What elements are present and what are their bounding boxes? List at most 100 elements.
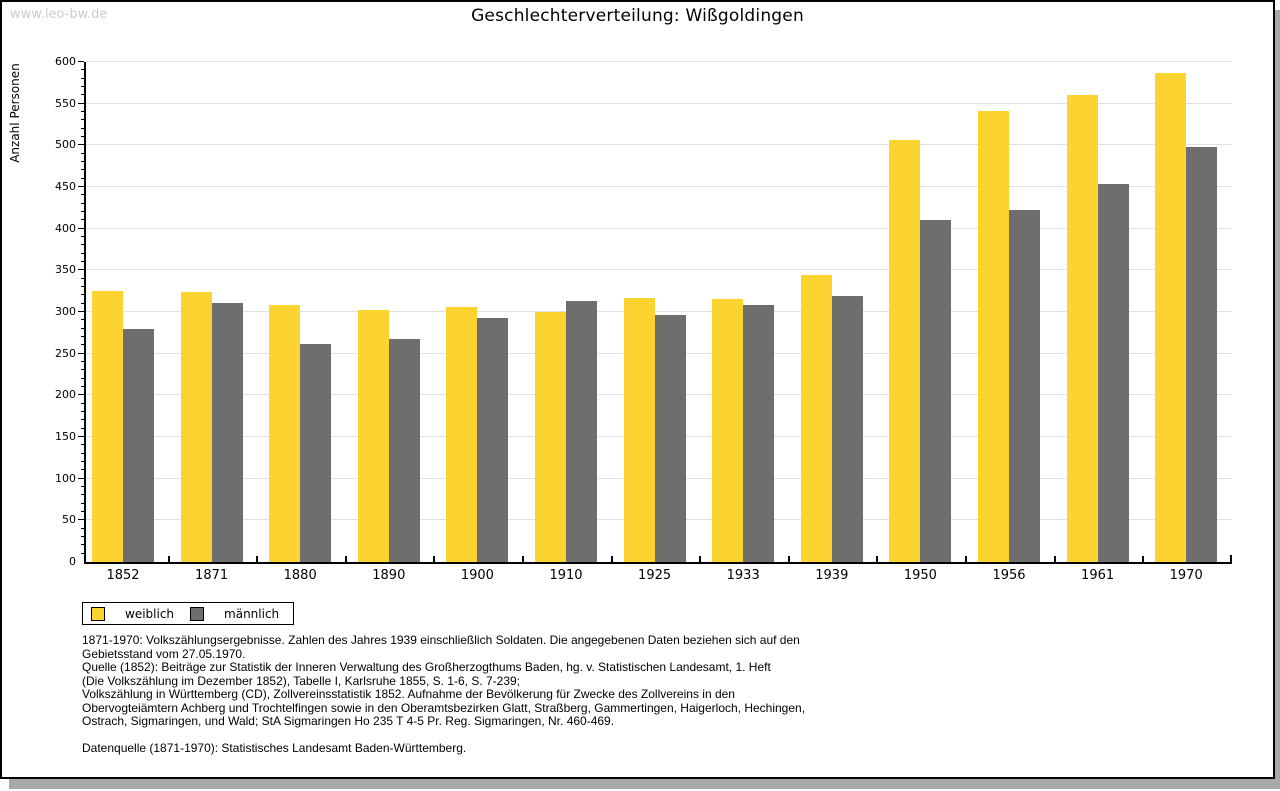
footer-line: Gebietsstand vom 27.05.1970. [82,646,246,661]
y-tick-210 [81,386,84,387]
x-tick-label-1925: 1925 [638,568,672,583]
bar-weiblich-1880 [269,305,301,562]
y-tick-560 [81,94,84,96]
bar-männlich-1910 [566,301,597,562]
y-tick-340 [81,277,84,279]
bar-männlich-1961 [1097,183,1129,562]
y-tick-10 [81,552,84,554]
y-tick-160 [81,427,84,429]
gridline-600 [86,61,1232,62]
bar-männlich-1900 [477,317,509,562]
x-tick-5 [522,556,524,562]
legend-item-weiblich: weiblich [91,606,175,621]
bar-männlich-1950 [920,219,952,562]
bar-männlich-1970 [1186,147,1218,562]
bar-weiblich-1852 [92,291,123,562]
plot-area: 0 50 100 150 200 250 300 350 400 450 500 550 600 1852… [55,55,1232,583]
y-tick-330 [81,286,84,287]
y-tick-590 [81,69,84,71]
y-tick-540 [81,111,84,112]
bar-weiblich-1890 [357,310,389,562]
y-tick-230 [81,369,84,371]
gridline-500 [86,144,1232,146]
x-tick-8 [787,556,790,562]
y-tick-130 [81,452,84,454]
y-tick-240 [81,361,84,362]
bar-männlich-1939 [831,296,863,562]
y-tick-150 [78,436,84,437]
footer-line: 1871-1970: Volkszählungsergebnisse. Zahl… [82,633,800,647]
y-tick-320 [81,294,84,296]
legend-item-männlich: männlich [190,606,279,621]
y-tick-440 [81,194,84,196]
y-tick-250 [78,352,84,354]
y-tick-label-250: 250 [55,346,76,360]
x-tick-11 [1053,556,1056,562]
y-tick-label-0: 0 [69,555,76,568]
bar-männlich-1871 [211,302,243,562]
y-tick-510 [81,136,84,137]
bar-weiblich-1933 [712,298,744,562]
x-tick-label-1933: 1933 [726,568,760,583]
y-tick-200 [78,394,84,396]
y-tick-470 [81,169,84,171]
x-tick-label-1939: 1939 [815,568,849,583]
x-tick-3 [344,556,347,562]
y-tick-180 [81,411,84,412]
y-tick-label-500: 500 [55,138,76,152]
x-tick-12 [1142,556,1145,562]
y-tick-410 [81,219,84,221]
y-tick-label-150: 150 [55,430,76,443]
y-tick-570 [81,86,84,87]
y-tick-label-200: 200 [55,388,76,402]
footer-line: Quelle (1852): Beiträge zur Statistik de… [82,660,771,674]
y-tick-300 [78,311,84,312]
x-tick-10 [965,556,967,562]
bar-männlich-1890 [388,338,420,562]
x-tick-6 [610,556,613,562]
x-tick-label-1852: 1852 [106,568,140,583]
y-tick-310 [81,302,84,304]
y-tick-430 [81,202,84,204]
y-tick-170 [81,419,84,421]
y-tick-60 [81,511,84,512]
x-tick-1 [167,556,170,562]
bar-männlich-1852 [123,328,154,562]
y-tick-390 [81,236,84,237]
x-tick-4 [433,556,436,562]
x-tick-label-1880: 1880 [283,568,317,583]
legend-swatch-weiblich [91,606,105,621]
bar-weiblich-1950 [889,139,921,562]
y-tick-400 [78,227,84,229]
y-tick-270 [81,336,84,337]
y-tick-260 [81,344,84,346]
legend: weiblich männlich [82,602,295,625]
gridline-300 [86,311,1232,312]
y-tick-550 [78,102,84,104]
y-tick-360 [81,261,84,262]
y-tick-600 [78,61,84,62]
bar-männlich-1925 [654,315,686,562]
legend-label-weiblich: weiblich [125,606,175,621]
bar-weiblich-1961 [1066,95,1098,562]
y-tick-label-100: 100 [55,471,76,485]
footer-line: Volkszählung in Württemberg (CD), Zollve… [82,687,735,701]
y-tick-80 [81,494,84,496]
y-tick-label-400: 400 [55,221,76,235]
bar-weiblich-1956 [978,111,1009,562]
y-tick-140 [81,444,84,446]
footer-line: Datenquelle (1871-1970): Statistisches L… [82,741,467,755]
y-tick-350 [78,269,84,271]
bar-männlich-1933 [743,305,775,562]
x-tick-9 [876,556,879,562]
legend-swatch-männlich [190,606,205,621]
x-tick-label-1900: 1900 [460,568,494,583]
x-tick-label-1910: 1910 [549,568,583,583]
y-tick-label-300: 300 [55,305,76,318]
y-tick-190 [81,402,84,404]
y-tick-520 [81,127,84,129]
x-tick-label-1871: 1871 [195,568,229,583]
footer-line: (Die Volkszählung im Dezember 1852), Tab… [82,673,521,688]
